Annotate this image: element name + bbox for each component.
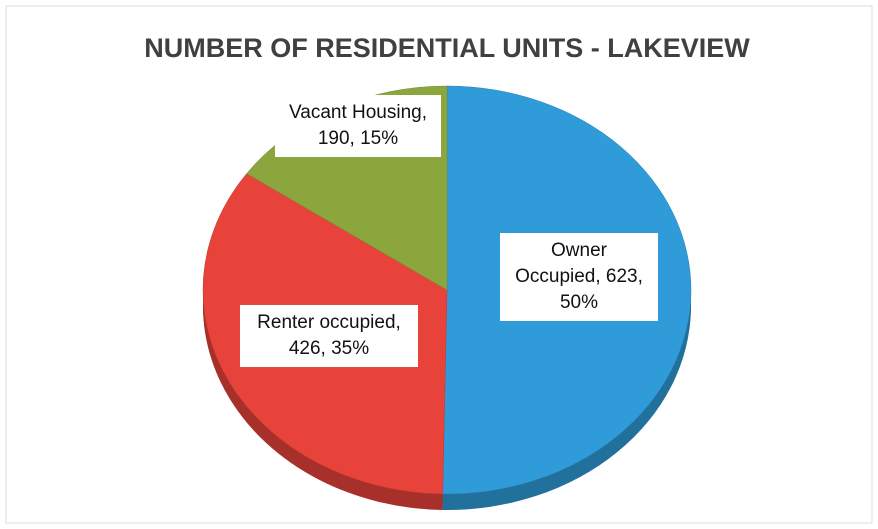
data-label: Owner Occupied, 623, 50% [500,233,658,321]
chart-title: NUMBER OF RESIDENTIAL UNITS - LAKEVIEW [144,33,750,63]
data-label: Vacant Housing, 190, 15% [275,95,441,157]
data-label: Renter occupied, 426, 35% [240,305,418,367]
